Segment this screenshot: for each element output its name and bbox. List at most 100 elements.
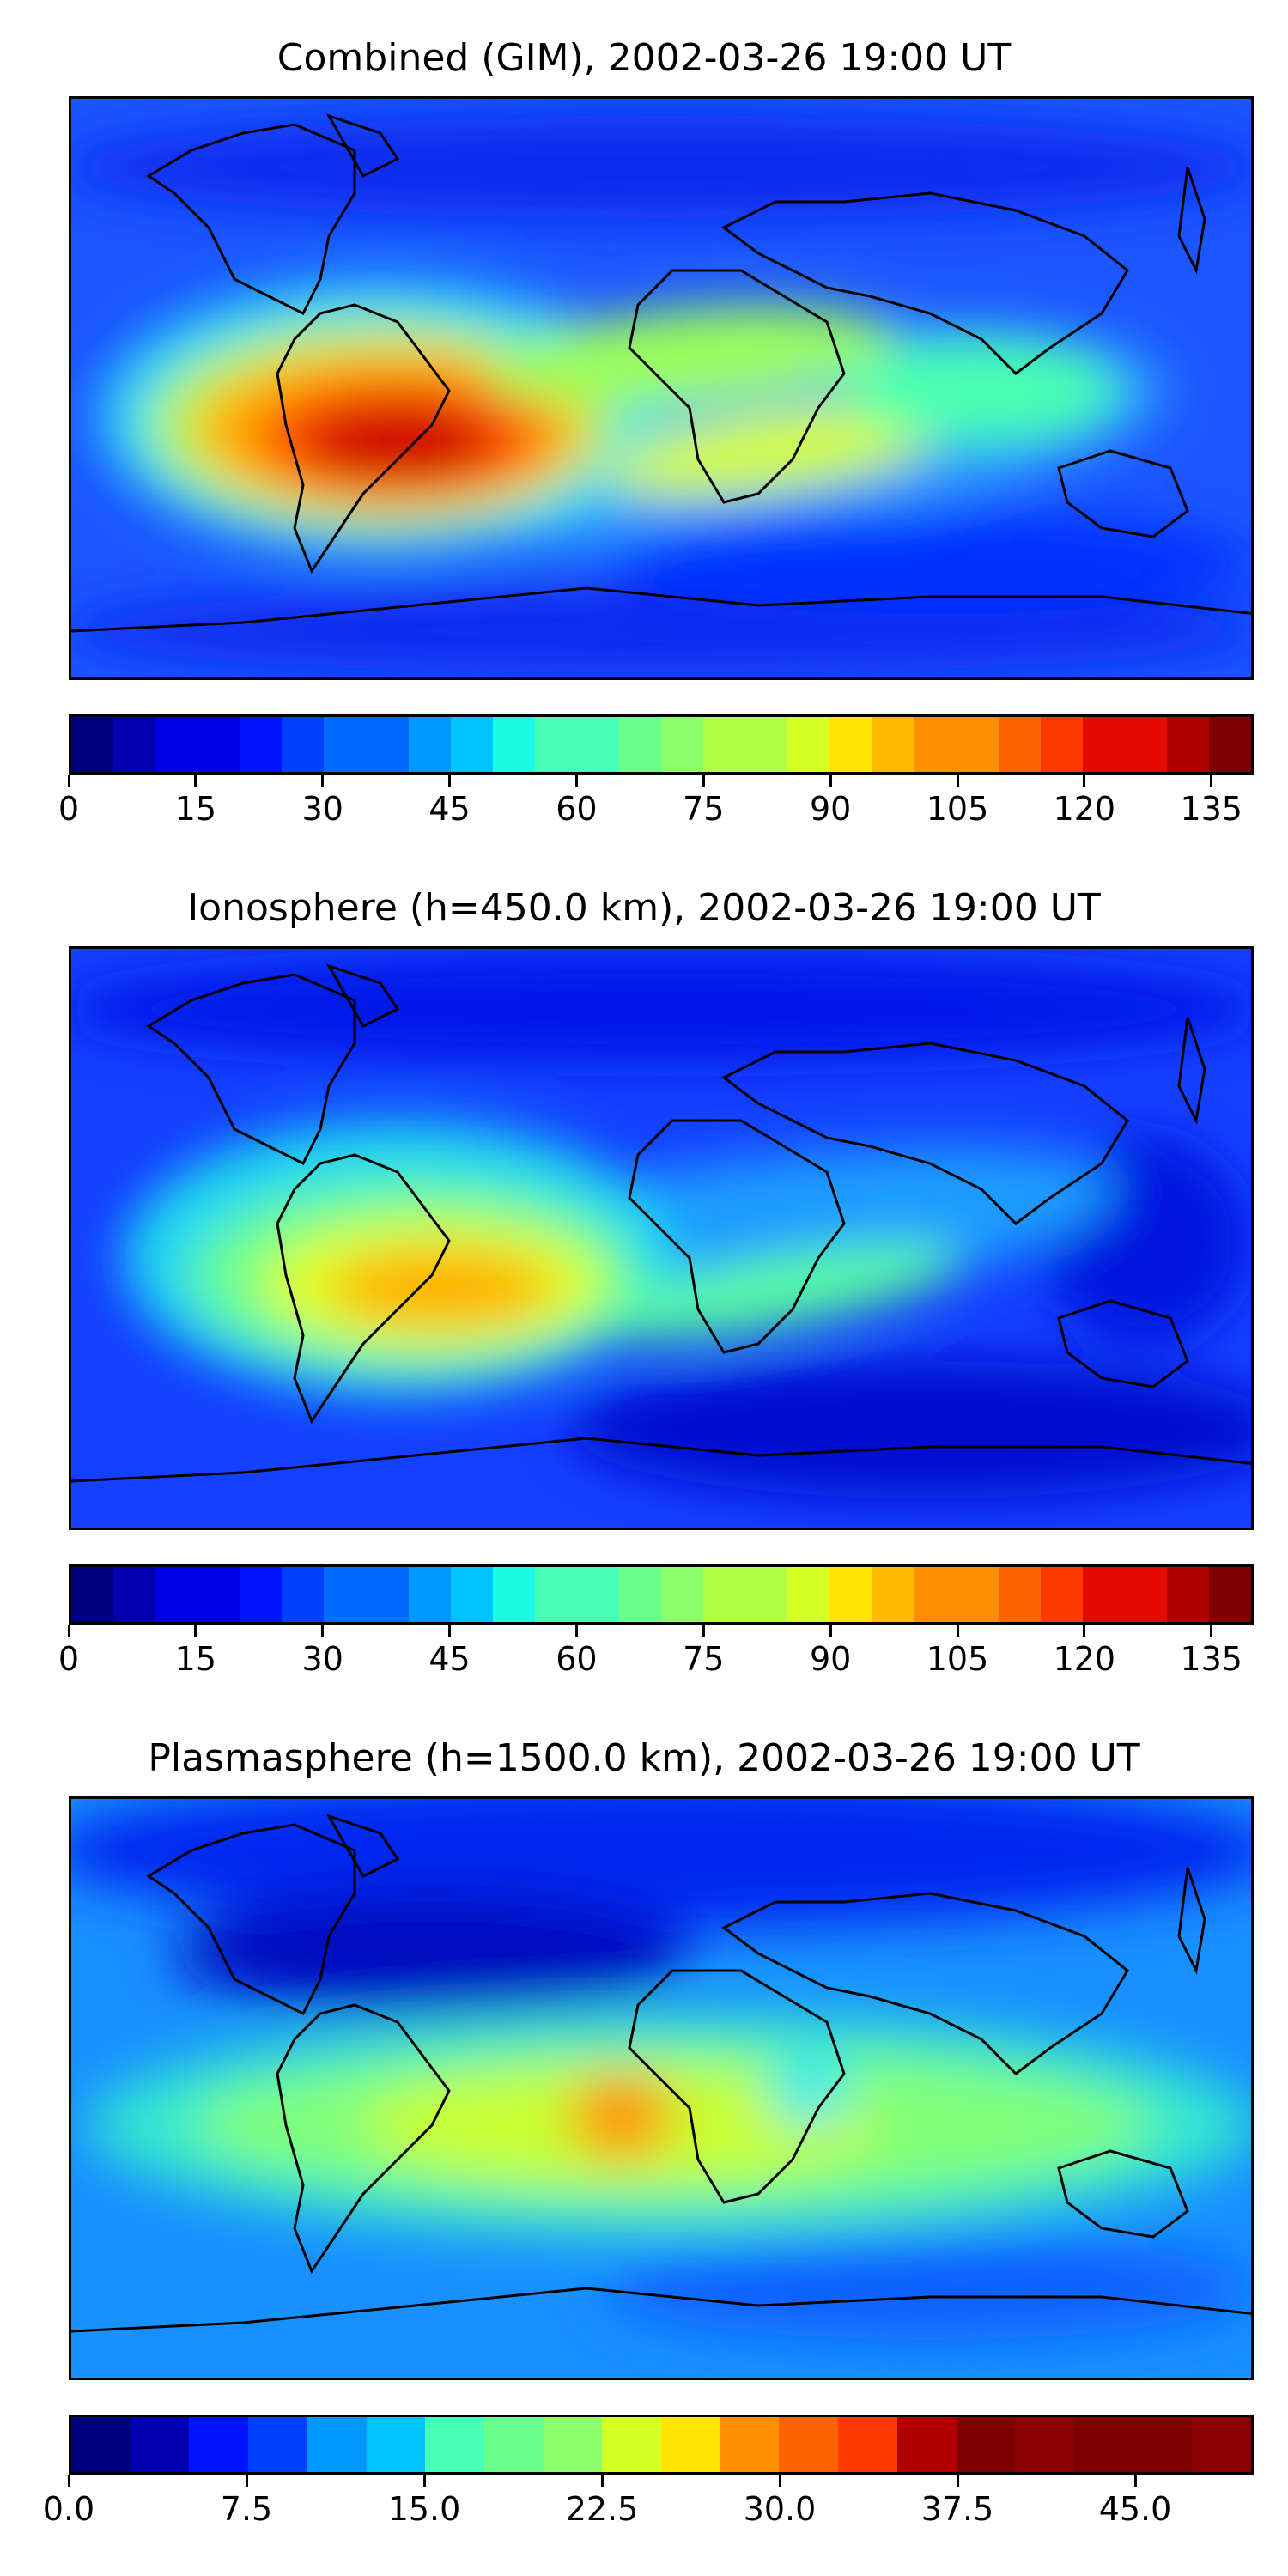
map-plasmasphere-canvas xyxy=(71,1799,1251,2378)
colorbar-tick xyxy=(1210,1625,1213,1637)
colorbar-segment xyxy=(408,1567,451,1622)
colorbar-tick-label: 135 xyxy=(1180,1640,1242,1678)
colorbar-segment xyxy=(324,717,367,772)
colorbar-segment xyxy=(1040,717,1083,772)
map-ionosphere-canvas xyxy=(71,949,1251,1528)
colorbar-tick-label: 15 xyxy=(174,790,217,828)
colorbar-segment xyxy=(1209,1567,1251,1622)
colorbar-segment xyxy=(366,717,409,772)
colorbar-segment xyxy=(189,2417,249,2472)
colorbar-plasmasphere xyxy=(69,2415,1254,2475)
colorbar-tick-label: 120 xyxy=(1053,790,1116,828)
colorbar-segment xyxy=(425,2417,484,2472)
colorbar-tick xyxy=(600,2475,604,2487)
colorbar-segment xyxy=(324,1567,367,1622)
colorbar-segment xyxy=(492,717,535,772)
colorbar-tick-label: 60 xyxy=(556,790,598,828)
colorbar-tick xyxy=(829,775,832,787)
colorbar-segment xyxy=(113,1567,156,1622)
colorbar-tick-label: 60 xyxy=(556,1640,598,1678)
colorbar-tick xyxy=(1133,2475,1137,2487)
colorbar-ionosphere xyxy=(69,1564,1254,1625)
colorbar-segment xyxy=(366,1567,409,1622)
colorbar-segment xyxy=(745,717,788,772)
colorbar-segment xyxy=(787,1567,830,1622)
colorbar-segment xyxy=(534,1567,577,1622)
colorbar-segment xyxy=(576,717,620,772)
colorbar-tick-label: 105 xyxy=(926,1640,989,1678)
colorbar-tick xyxy=(422,2475,426,2487)
colorbar-segment xyxy=(745,1567,788,1622)
colorbar-segment xyxy=(998,1567,1041,1622)
panel-1-title: Combined (GIM), 2002-03-26 19:00 UT xyxy=(276,36,1012,80)
colorbar-combined-ticks: 0 15 30 45 60 75 90 105 120 135 xyxy=(58,775,1254,828)
colorbar-segment xyxy=(282,717,325,772)
colorbar-segment xyxy=(1073,2417,1133,2472)
colorbar-segment xyxy=(1015,2417,1074,2472)
colorbar-tick xyxy=(1210,775,1213,787)
colorbar-segment xyxy=(661,1567,704,1622)
colorbar-segment xyxy=(534,717,577,772)
colorbar-tick-label: 90 xyxy=(809,790,852,828)
colorbar-tick-label: 30 xyxy=(301,790,343,828)
colorbar-tick xyxy=(702,775,705,787)
colorbar-tick-label: 30 xyxy=(301,1640,343,1678)
colorbar-segment xyxy=(71,1567,114,1622)
colorbar-tick xyxy=(574,1625,578,1637)
colorbar-tick xyxy=(448,775,452,787)
colorbar-segment xyxy=(956,717,999,772)
colorbar-segment xyxy=(450,717,493,772)
colorbar-segment xyxy=(1124,717,1168,772)
colorbar-segment xyxy=(492,1567,535,1622)
colorbar-segment xyxy=(71,2417,131,2472)
map-combined-canvas xyxy=(71,99,1251,677)
colorbar-ionosphere-ticks: 0 15 30 45 60 75 90 105 120 135 xyxy=(58,1625,1254,1678)
map-combined xyxy=(69,96,1254,680)
colorbar-segment xyxy=(914,717,957,772)
colorbar-tick xyxy=(702,1625,705,1637)
colorbar-tick xyxy=(67,775,70,787)
colorbar-tick-label: 75 xyxy=(683,1640,725,1678)
colorbar-segment xyxy=(872,1567,914,1622)
colorbar-tick xyxy=(1083,1625,1086,1637)
colorbar-tick-label: 120 xyxy=(1053,1640,1116,1678)
colorbar-segment xyxy=(787,717,830,772)
colorbar-segment xyxy=(197,717,240,772)
colorbar-segment xyxy=(956,2417,1016,2472)
colorbar-segment xyxy=(450,1567,493,1622)
colorbar-segment xyxy=(576,1567,620,1622)
colorbar-segment xyxy=(829,1567,872,1622)
colorbar-segment xyxy=(896,2417,957,2472)
colorbar-segment xyxy=(155,717,198,772)
colorbar-tick-label: 15.0 xyxy=(387,2490,461,2528)
colorbar-tick-label: 75 xyxy=(683,790,725,828)
colorbar-segment xyxy=(282,1567,325,1622)
colorbar-tick xyxy=(829,1625,832,1637)
colorbar-tick-label: 22.5 xyxy=(565,2490,639,2528)
colorbar-segment xyxy=(366,2417,426,2472)
colorbar-tick-label: 105 xyxy=(926,790,989,828)
colorbar-segment xyxy=(71,717,114,772)
colorbar-tick xyxy=(778,2475,781,2487)
colorbar-tick-label: 7.5 xyxy=(220,2490,273,2528)
colorbar-segment xyxy=(543,2417,603,2472)
colorbar-tick xyxy=(67,2475,70,2487)
colorbar-tick xyxy=(574,775,578,787)
colorbar-segment xyxy=(872,717,914,772)
colorbar-segment xyxy=(240,1567,283,1622)
colorbar-tick xyxy=(321,1625,325,1637)
colorbar-tick-label: 45 xyxy=(428,1640,471,1678)
colorbar-segment xyxy=(1124,1567,1168,1622)
colorbar-segment xyxy=(130,2417,190,2472)
colorbar-segment xyxy=(1133,2417,1193,2472)
colorbar-tick-label: 90 xyxy=(809,1640,852,1678)
colorbar-tick xyxy=(194,1625,197,1637)
colorbar-segment xyxy=(240,717,283,772)
colorbar-tick xyxy=(956,2475,959,2487)
colorbar-segment xyxy=(1082,1567,1125,1622)
colorbar-tick-label: 0 xyxy=(58,1640,80,1678)
colorbar-segment xyxy=(661,2417,720,2472)
colorbar-segment xyxy=(956,1567,999,1622)
colorbar-tick-label: 37.5 xyxy=(920,2490,994,2528)
colorbar-segment xyxy=(113,717,156,772)
